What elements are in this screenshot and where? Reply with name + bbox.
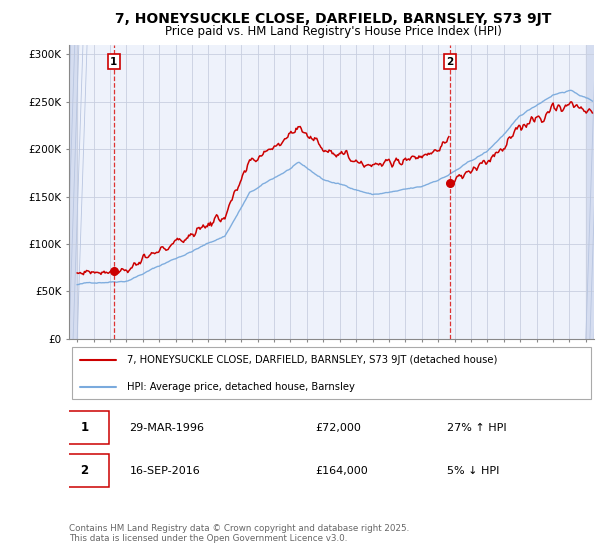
Text: £164,000: £164,000 [316, 466, 368, 475]
Text: 5% ↓ HPI: 5% ↓ HPI [447, 466, 499, 475]
Text: HPI: Average price, detached house, Barnsley: HPI: Average price, detached house, Barn… [127, 382, 355, 391]
Text: Price paid vs. HM Land Registry's House Price Index (HPI): Price paid vs. HM Land Registry's House … [164, 25, 502, 38]
Bar [586, 45, 594, 339]
Text: 7, HONEYSUCKLE CLOSE, DARFIELD, BARNSLEY, S73 9JT (detached house): 7, HONEYSUCKLE CLOSE, DARFIELD, BARNSLEY… [127, 356, 497, 365]
Text: 7, HONEYSUCKLE CLOSE, DARFIELD, BARNSLEY, S73 9JT: 7, HONEYSUCKLE CLOSE, DARFIELD, BARNSLEY… [115, 12, 551, 26]
Text: 29-MAR-1996: 29-MAR-1996 [130, 423, 205, 432]
FancyBboxPatch shape [71, 347, 592, 399]
Text: 1: 1 [80, 421, 89, 434]
Text: 16-SEP-2016: 16-SEP-2016 [130, 466, 200, 475]
Bar [69, 45, 77, 339]
Text: 1: 1 [110, 57, 118, 67]
Text: £72,000: £72,000 [316, 423, 362, 432]
Text: 2: 2 [80, 464, 89, 477]
Text: Contains HM Land Registry data © Crown copyright and database right 2025.
This d: Contains HM Land Registry data © Crown c… [69, 524, 409, 543]
Text: 2: 2 [446, 57, 454, 67]
Text: 27% ↑ HPI: 27% ↑ HPI [447, 423, 506, 432]
FancyBboxPatch shape [59, 412, 109, 444]
FancyBboxPatch shape [59, 455, 109, 487]
